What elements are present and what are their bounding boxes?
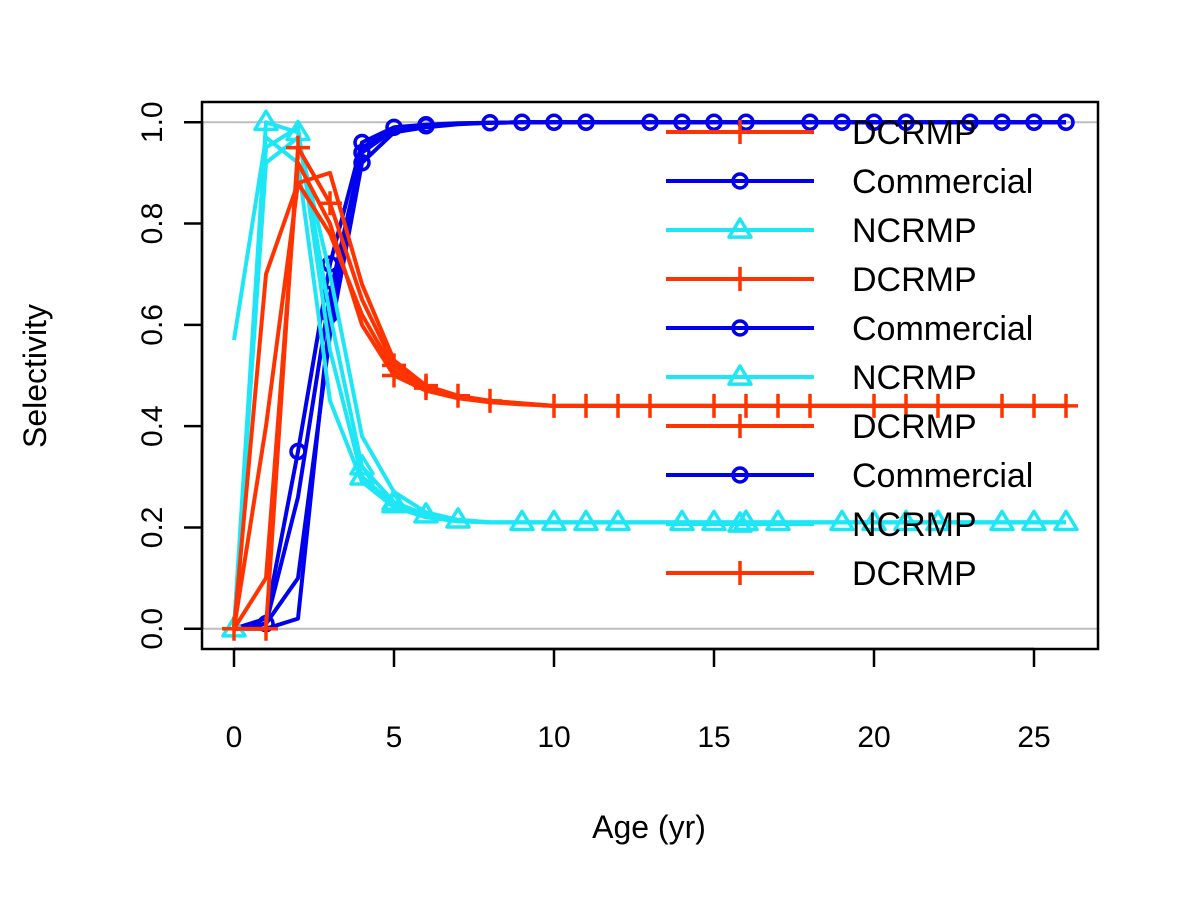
data-point [349,464,375,486]
legend-label: DCRMP [852,261,977,299]
y-axis: 0.0 0.2 0.4 0.6 0.8 1.0 [136,101,204,650]
legend-label: NCRMP [852,212,977,250]
series-line [234,120,1066,631]
x-tick-label: 0 [226,721,243,754]
legend-marker [727,217,753,239]
data-point [286,135,310,160]
series-dcrmp-11 [232,181,1066,630]
legend-item: Commercial [666,163,1033,201]
legend-item: DCRMP [666,555,977,593]
legend-item: NCRMP [666,212,977,250]
data-point [414,376,438,401]
legend-item: NCRMP [666,359,977,397]
x-tick-label: 5 [386,721,403,754]
y-axis-title: Selectivity [17,304,53,448]
x-tick-label: 20 [857,721,890,754]
y-tick-label: 0.2 [136,507,169,549]
legend-marker [731,466,749,484]
x-tick-label: 25 [1017,721,1050,754]
x-axis-title: Age (yr) [592,809,706,845]
legend-label: DCRMP [852,114,977,152]
legend-item: NCRMP [666,506,977,544]
legend-label: NCRMP [852,506,977,544]
legend-label: Commercial [852,163,1033,201]
series-ncrmp-7 [232,135,1066,629]
legend-marker [728,414,752,438]
legend-item: Commercial [666,457,1033,495]
y-tick-label: 0.8 [136,203,169,245]
y-tick-label: 0.6 [136,304,169,346]
legend-item: DCRMP [666,114,977,152]
legend-marker [728,267,752,291]
series-line [232,135,1066,629]
legend-item: Commercial [666,310,1033,348]
y-tick-label: 0.0 [136,608,169,650]
series-layer [221,109,1079,641]
data-point [253,109,279,132]
legend-item: DCRMP [666,261,977,299]
legend-item: DCRMP [666,408,977,446]
data-point [381,491,407,514]
legend-marker [731,172,749,190]
legend-label: Commercial [852,457,1033,495]
legend-marker [727,364,753,386]
legend-marker [728,120,752,144]
legend-marker [728,561,752,585]
x-axis: 0 5 10 15 20 25 [226,647,1051,754]
x-tick-label: 10 [537,721,570,754]
y-tick-label: 0.4 [136,405,169,447]
legend-label: NCRMP [852,359,977,397]
x-tick-label: 15 [697,721,730,754]
legend-marker [727,511,753,533]
legend-label: DCRMP [852,555,977,593]
legend-marker [731,319,749,337]
legend: DCRMP Commercial NCRMP DCRMP Commercial NCRMP… [666,114,1033,593]
series-line [232,181,1066,630]
data-point [254,616,278,641]
y-tick-label: 1.0 [136,101,169,143]
legend-label: DCRMP [852,408,977,446]
legend-label: Commercial [852,310,1033,348]
